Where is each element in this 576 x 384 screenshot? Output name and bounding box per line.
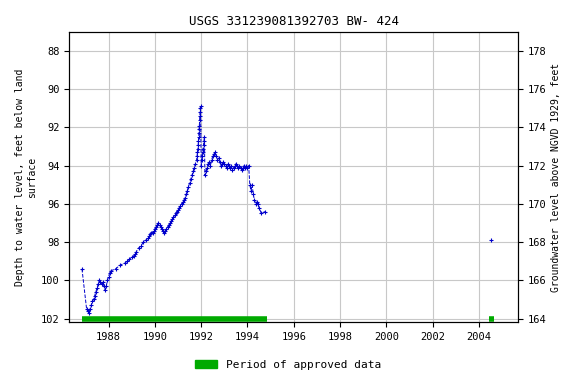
Y-axis label: Groundwater level above NGVD 1929, feet: Groundwater level above NGVD 1929, feet <box>551 63 561 292</box>
Y-axis label: Depth to water level, feet below land
surface: Depth to water level, feet below land su… <box>15 68 37 286</box>
Legend: Period of approved data: Period of approved data <box>191 356 385 375</box>
Title: USGS 331239081392703 BW- 424: USGS 331239081392703 BW- 424 <box>189 15 399 28</box>
